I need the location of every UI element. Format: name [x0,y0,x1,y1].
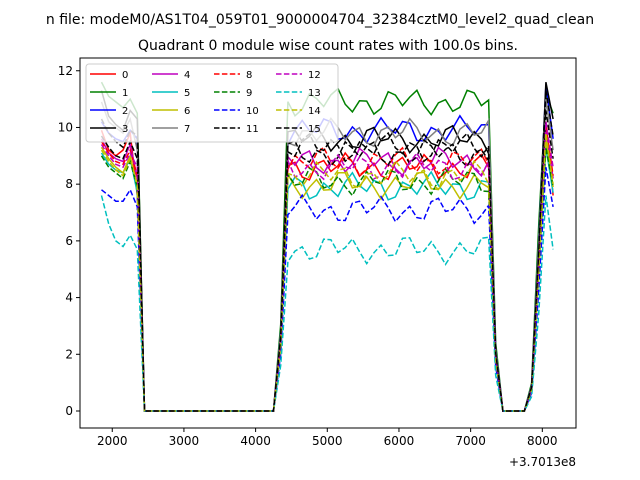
x-tick-label: 5000 [312,434,343,448]
figure-title: n file: modeM0/AS1T04_059T01_9000004704_… [46,12,594,28]
legend-label: 15 [308,124,321,135]
series-line-15 [100,90,554,412]
legend-label: 14 [308,106,321,117]
series-line-6 [100,138,554,412]
legend-label: 12 [308,70,321,81]
legend-label: 4 [184,70,190,81]
chart-title: Quadrant 0 module wise count rates with … [138,38,518,54]
legend-label: 1 [122,88,128,99]
legend-label: 11 [246,124,259,135]
x-axis-offset-label: +3.7013e8 [509,455,576,469]
x-tick-label: 7000 [455,434,486,448]
y-tick-label: 12 [58,64,73,78]
series-line-11 [100,110,554,412]
x-tick-label: 6000 [384,434,415,448]
y-tick-label: 0 [65,404,73,418]
y-tick-label: 8 [65,177,73,191]
plot-area [100,81,554,412]
series-line-13 [100,195,554,412]
series-line-0 [100,121,554,412]
series-line-14 [100,132,554,412]
legend-box [85,63,339,143]
x-tick-label: 3000 [169,434,200,448]
x-axis: 2000 3000 4000 5000 6000 7000 8000 [97,428,558,448]
legend-label: 10 [246,106,259,117]
axes-frame [79,57,577,429]
x-tick-label: 4000 [240,434,271,448]
y-axis: 0 2 4 6 8 10 12 [58,64,80,418]
y-tick-label: 10 [58,120,73,134]
series-line-4 [100,127,554,412]
legend-label: 2 [122,106,128,117]
legend-label: 9 [246,88,252,99]
y-tick-label: 6 [65,234,73,248]
y-tick-label: 2 [65,347,73,361]
series-line-10 [101,167,554,412]
legend-label: 7 [184,124,190,135]
legend-label: 13 [308,88,321,99]
x-tick-label: 2000 [97,434,128,448]
legend-label: 3 [122,124,128,135]
legend-label: 5 [184,88,190,99]
series-line-5 [100,147,554,412]
legend-label: 8 [246,70,252,81]
legend-label: 6 [184,106,190,117]
y-tick-label: 4 [65,291,73,305]
x-tick-label: 8000 [527,434,558,448]
legend-label: 0 [122,70,128,81]
